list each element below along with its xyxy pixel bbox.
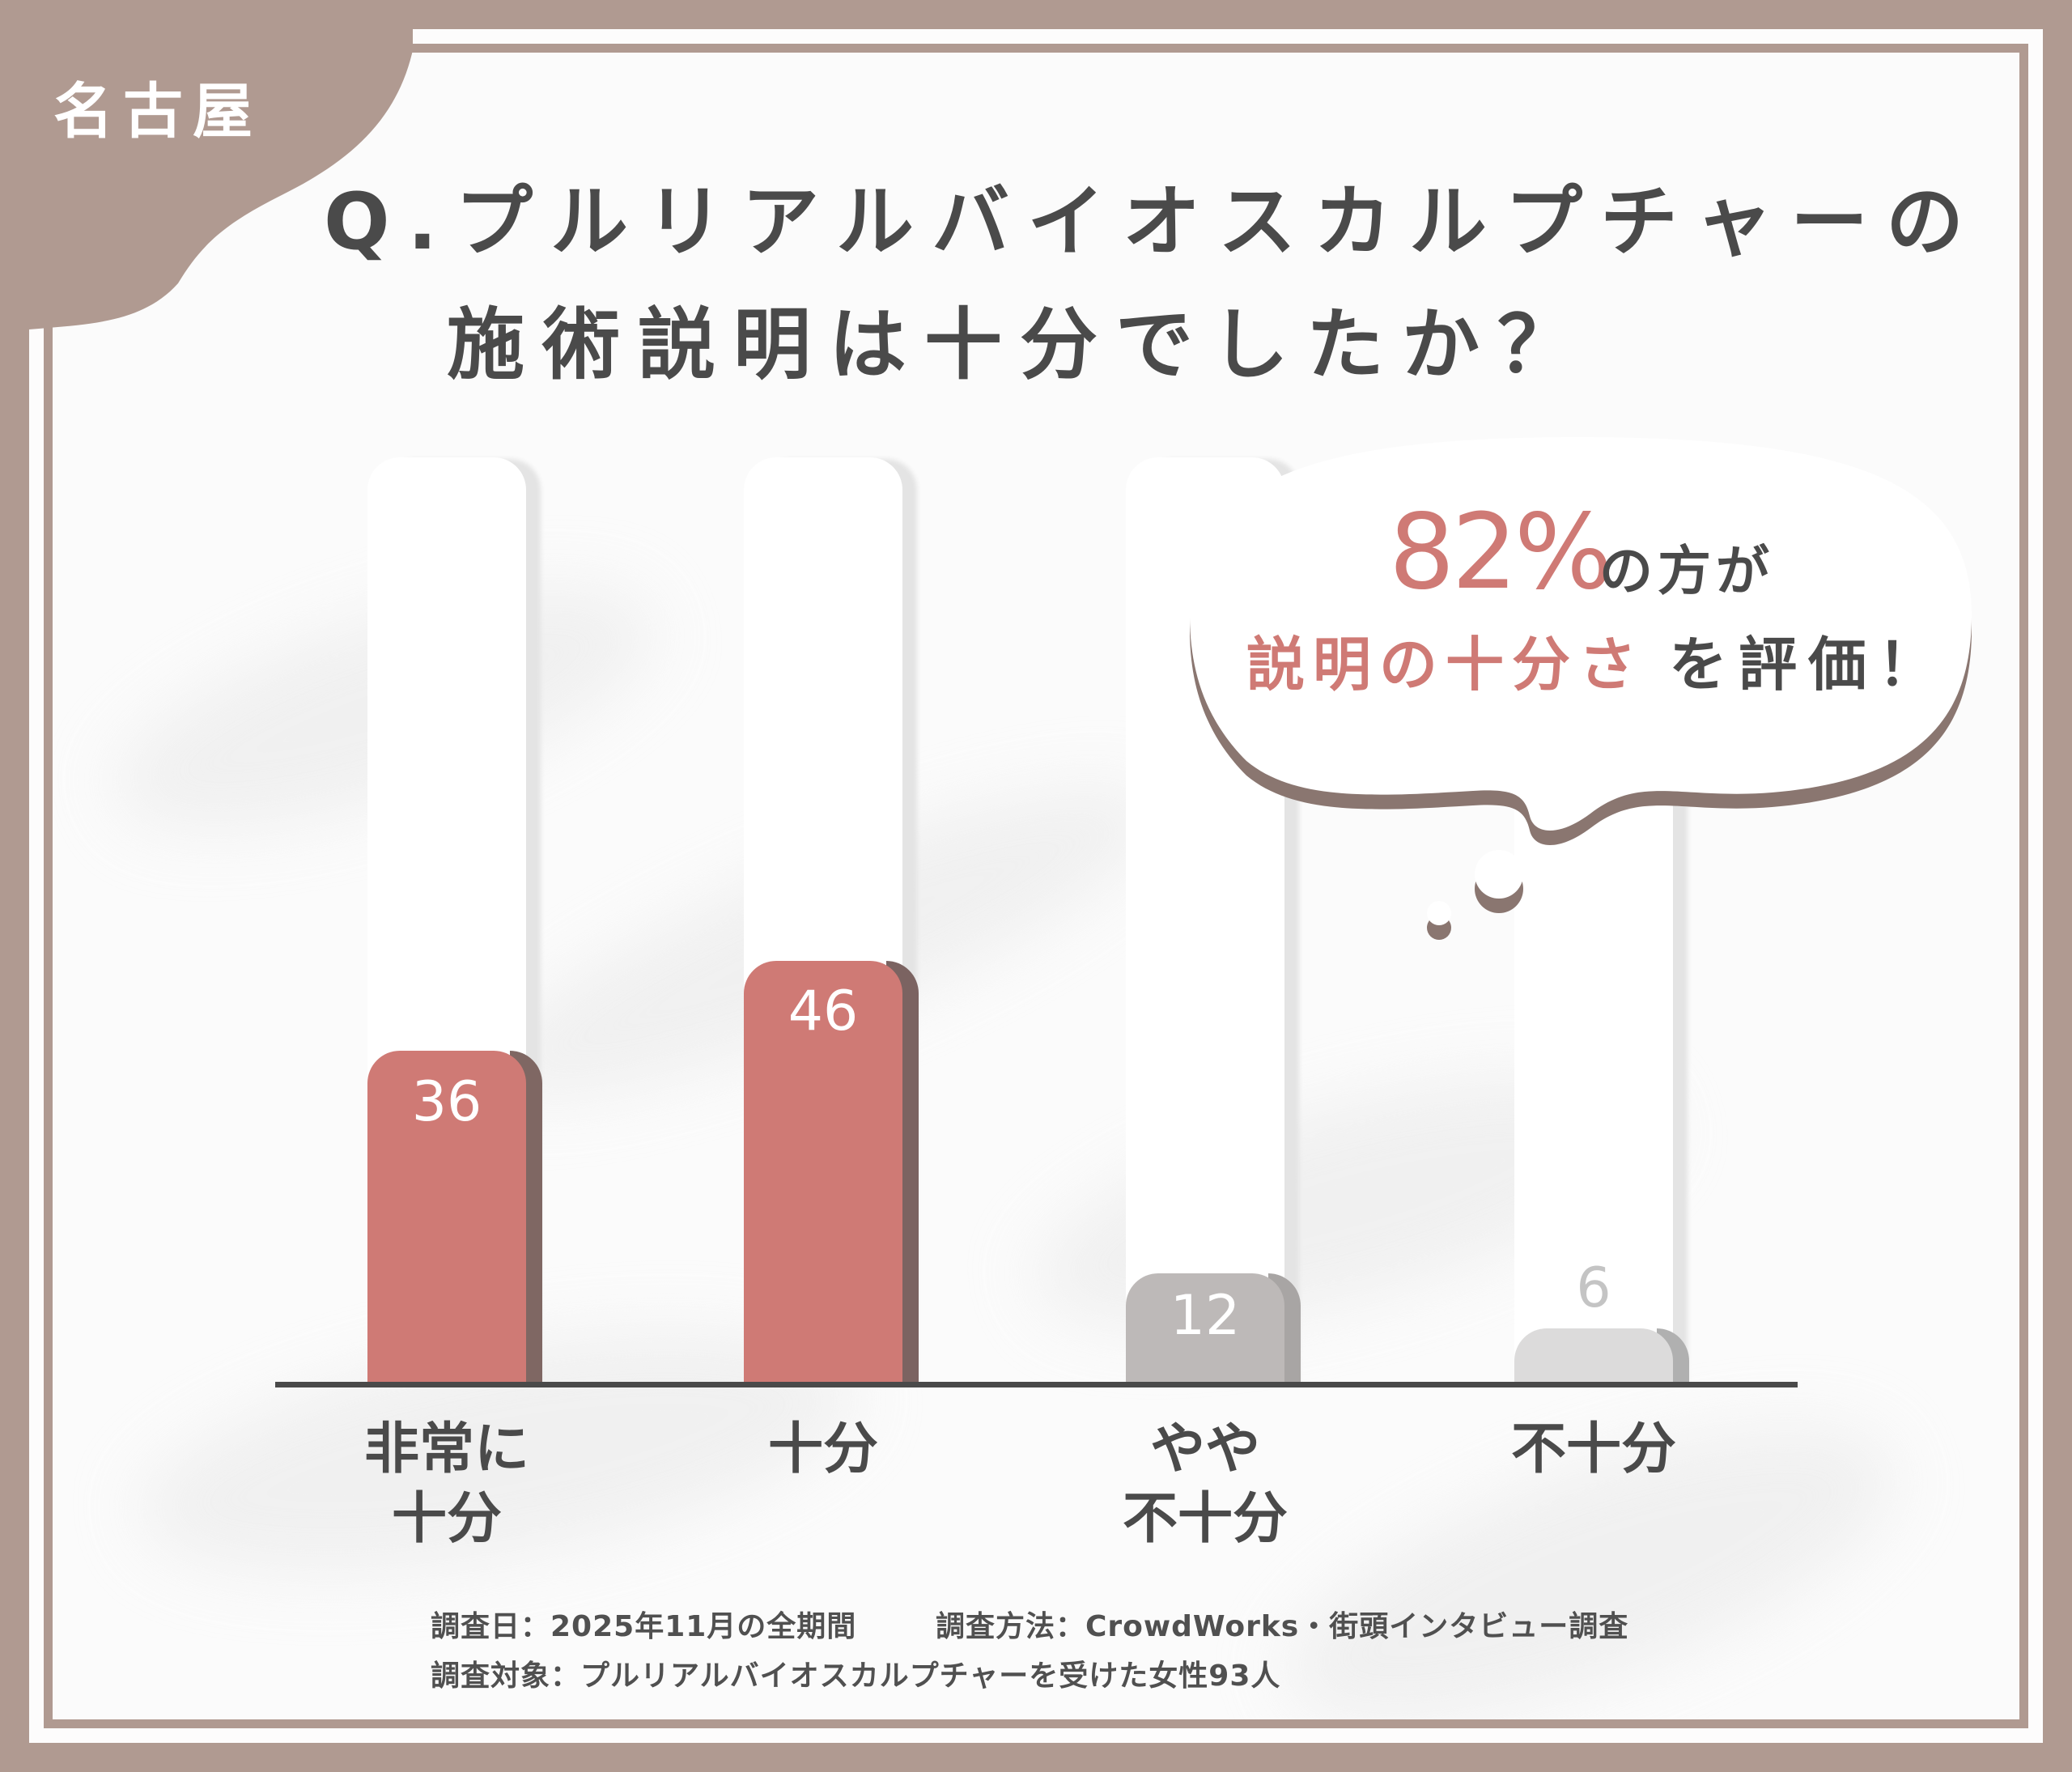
question-title-line2: 施術説明は十分でしたか？ (447, 300, 1593, 390)
label-line: 非常に (363, 1417, 529, 1481)
label-line: 不十分 (1122, 1487, 1288, 1551)
label-line: 不十分 (1510, 1417, 1676, 1481)
label-line: 十分 (391, 1487, 502, 1551)
callout-line2-suffix: を評価！ (1669, 631, 1948, 699)
callout-line1-suffix: の方が (1599, 540, 1774, 602)
survey-target-note: 調査対象：プルリアルバイオスカルプチャーを受けた女性93人 (431, 1659, 1281, 1693)
x-axis-line (275, 1382, 1798, 1387)
bar-sufficient (744, 961, 902, 1383)
callout-percent: 82% (1389, 492, 1612, 613)
label-line: 十分 (767, 1417, 878, 1481)
bar-value: 46 (788, 979, 859, 1043)
category-label-insufficient: 不十分 (1448, 1415, 1739, 1485)
bar-value: 12 (1170, 1284, 1241, 1348)
corner-badge-shape (0, 0, 413, 332)
survey-method-note: 調査方法：CrowdWorks・街頭インタビュー調査 (936, 1610, 1629, 1643)
callout-highlight: 説明の十分さ (1246, 631, 1645, 699)
category-label-somewhat-insufficient: やや 不十分 (1059, 1415, 1351, 1554)
survey-date-note: 調査日：2025年11月の全期間 (431, 1610, 857, 1643)
bar-value: 36 (411, 1070, 482, 1134)
bar-insufficient (1514, 1328, 1673, 1383)
bar-very-sufficient (367, 1051, 526, 1383)
city-badge-label: 名古屋 (53, 77, 262, 147)
label-line: やや (1149, 1417, 1260, 1481)
category-label-very-sufficient: 非常に 十分 (301, 1415, 592, 1554)
category-label-sufficient: 十分 (677, 1415, 969, 1485)
question-title-line1: Q.プルリアルバイオスカルプチャーの (324, 176, 1982, 267)
bar-value: 6 (1576, 1256, 1611, 1320)
bar-somewhat-insufficient (1126, 1273, 1284, 1383)
